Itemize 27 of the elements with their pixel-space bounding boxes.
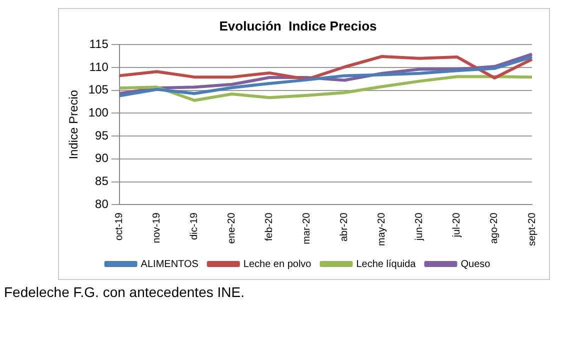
legend-label: Queso xyxy=(460,258,491,270)
x-tick-label: abr-20 xyxy=(339,212,350,242)
legend-label: Leche en polvo xyxy=(243,258,312,270)
legend-label: ALIMENTOS xyxy=(140,258,199,270)
x-tick-label: feb-20 xyxy=(264,212,276,242)
x-tick-label: mar-20 xyxy=(302,212,313,244)
y-tick-label: 110 xyxy=(89,60,109,74)
y-tick-label: 80 xyxy=(95,196,109,211)
x-tick-label: jul-20 xyxy=(452,212,463,238)
x-tick-label: may-20 xyxy=(376,212,388,246)
x-tick-label: nov-19 xyxy=(152,212,163,244)
x-tick-label: oct-19 xyxy=(114,212,126,240)
x-tick-label: sept-20 xyxy=(526,212,538,246)
x-tick-label: ago-20 xyxy=(489,212,500,244)
x-tick-label: jun-20 xyxy=(414,212,426,242)
chart-title: Evolución Indice Precios xyxy=(219,18,377,34)
y-tick-label: 100 xyxy=(88,106,109,120)
x-tick-label: dic-19 xyxy=(189,212,200,240)
y-tick-label: 105 xyxy=(88,82,109,97)
text: Fedeleche F.G. con antecedentes INE. xyxy=(4,284,246,300)
y-tick-label: 85 xyxy=(95,174,109,188)
x-tick-label: ene-20 xyxy=(226,212,238,244)
legend-label: Leche líquida xyxy=(356,258,416,270)
y-axis-title: Indice Precio xyxy=(66,90,81,160)
y-tick-label: 115 xyxy=(89,36,109,51)
y-tick-label: 95 xyxy=(95,128,109,142)
y-tick-label: 90 xyxy=(95,151,109,166)
